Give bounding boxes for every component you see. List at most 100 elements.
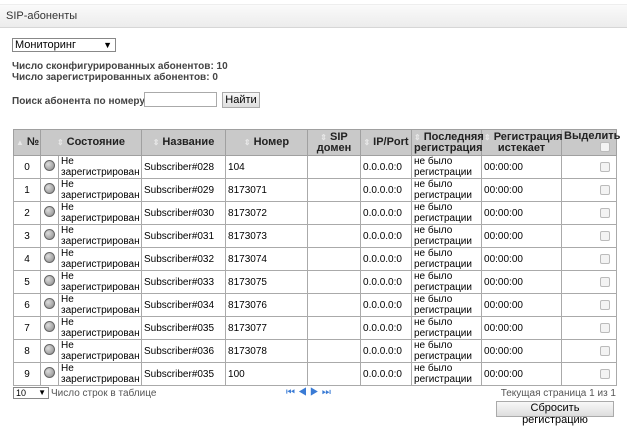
row-last-registration: не было регистрации bbox=[411, 339, 483, 363]
subscribers-table: ▲ № ⇕ Состояние ⇕ Название ⇕ Номер ⇕ SIP доме… bbox=[13, 129, 620, 386]
row-ip-port: 0.0.0.0:0 bbox=[360, 270, 413, 294]
row-name: Subscriber#029 bbox=[141, 178, 227, 202]
row-name: Subscriber#031 bbox=[141, 224, 227, 248]
table-row: 6 Не зарегистрирован Subscriber#034 8173… bbox=[13, 293, 618, 317]
registered-count: Число зарегистрированных абонентов: 0 bbox=[12, 72, 218, 83]
row-index: 9 bbox=[13, 362, 41, 386]
row-select-checkbox[interactable] bbox=[600, 254, 611, 264]
row-phone: 8173072 bbox=[225, 201, 309, 225]
row-last-registration: не было регистрации bbox=[411, 270, 483, 294]
row-select-checkbox[interactable] bbox=[600, 300, 611, 310]
page-title: SIP-абоненты bbox=[6, 10, 78, 22]
row-sip-domain bbox=[307, 293, 362, 317]
row-phone: 8173077 bbox=[225, 316, 309, 340]
next-page-icon[interactable]: ▶ bbox=[309, 387, 322, 398]
row-ip-port: 0.0.0.0:0 bbox=[360, 224, 413, 248]
row-select-checkbox[interactable] bbox=[600, 346, 611, 356]
table-footer: 10 ▼ Число строк в таблице ⏮◀▶⏭ Текущая с… bbox=[13, 387, 616, 401]
row-last-registration: не было регистрации bbox=[411, 155, 483, 179]
last-page-icon[interactable]: ⏭ bbox=[321, 387, 334, 398]
row-phone: 8173071 bbox=[225, 178, 309, 202]
table-row: 7 Не зарегистрирован Subscriber#035 8173… bbox=[13, 316, 618, 340]
prev-page-icon[interactable]: ◀ bbox=[298, 387, 310, 398]
col-number[interactable]: ▲ № bbox=[13, 129, 41, 156]
row-state: Не зарегистрирован bbox=[57, 247, 143, 271]
row-expires: 00:00:00 bbox=[481, 339, 563, 363]
status-indicator-icon bbox=[44, 160, 55, 171]
row-name: Subscriber#028 bbox=[141, 155, 227, 179]
row-select-checkbox[interactable] bbox=[600, 277, 611, 287]
row-expires: 00:00:00 bbox=[481, 362, 563, 386]
col-ip-port[interactable]: ⇕ IP/Port bbox=[360, 129, 413, 156]
row-name: Subscriber#036 bbox=[141, 339, 227, 363]
row-index: 1 bbox=[13, 178, 41, 202]
row-sip-domain bbox=[307, 270, 362, 294]
first-page-icon[interactable]: ⏮ bbox=[286, 387, 298, 398]
row-select-checkbox[interactable] bbox=[600, 231, 611, 241]
search-input[interactable] bbox=[144, 92, 217, 107]
col-sip-domain[interactable]: ⇕ SIP домен bbox=[307, 129, 362, 156]
status-indicator-icon bbox=[44, 344, 55, 355]
col-last-registration[interactable]: ⇕ Последняя регистрация bbox=[411, 129, 484, 156]
row-phone: 100 bbox=[225, 362, 309, 386]
find-button[interactable]: Найти bbox=[222, 92, 260, 108]
col-select[interactable]: Выделить bbox=[561, 129, 620, 156]
row-phone: 8173078 bbox=[225, 339, 309, 363]
row-state: Не зарегистрирован bbox=[57, 316, 143, 340]
search-label: Поиск абонента по номеру bbox=[12, 96, 145, 107]
status-indicator-icon bbox=[44, 275, 55, 286]
mode-select-value: Мониторинг bbox=[15, 39, 77, 51]
row-name: Subscriber#035 bbox=[141, 316, 227, 340]
page-info: Текущая страница 1 из 1 bbox=[500, 388, 616, 399]
row-ip-port: 0.0.0.0:0 bbox=[360, 201, 413, 225]
row-expires: 00:00:00 bbox=[481, 178, 563, 202]
row-state: Не зарегистрирован bbox=[57, 293, 143, 317]
row-select-checkbox[interactable] bbox=[600, 323, 611, 333]
row-name: Subscriber#034 bbox=[141, 293, 227, 317]
col-registration-expires[interactable]: ⇕ Регистрация истекает bbox=[481, 129, 563, 156]
row-expires: 00:00:00 bbox=[481, 201, 563, 225]
row-sip-domain bbox=[307, 316, 362, 340]
row-last-registration: не было регистрации bbox=[411, 201, 483, 225]
row-ip-port: 0.0.0.0:0 bbox=[360, 155, 413, 179]
rows-per-page-select[interactable]: 10 ▼ bbox=[13, 387, 49, 399]
row-expires: 00:00:00 bbox=[481, 224, 563, 248]
select-all-checkbox[interactable] bbox=[600, 142, 611, 152]
row-last-registration: не было регистрации bbox=[411, 362, 483, 386]
status-indicator-icon bbox=[44, 252, 55, 263]
row-select-checkbox[interactable] bbox=[600, 162, 611, 172]
table-row: 0 Не зарегистрирован Subscriber#028 104 … bbox=[13, 155, 618, 179]
configured-count: Число сконфигурированных абонентов: 10 bbox=[12, 61, 228, 72]
row-state: Не зарегистрирован bbox=[57, 178, 143, 202]
row-select-checkbox[interactable] bbox=[600, 369, 611, 379]
row-sip-domain bbox=[307, 362, 362, 386]
row-select-checkbox[interactable] bbox=[600, 208, 611, 218]
row-phone: 8173073 bbox=[225, 224, 309, 248]
row-name: Subscriber#033 bbox=[141, 270, 227, 294]
mode-select[interactable]: Мониторинг ▼ bbox=[12, 38, 116, 52]
reset-registration-button[interactable]: Сбросить регистрацию bbox=[496, 401, 614, 426]
col-name[interactable]: ⇕ Название bbox=[141, 129, 227, 156]
row-last-registration: не было регистрации bbox=[411, 293, 483, 317]
row-ip-port: 0.0.0.0:0 bbox=[360, 247, 413, 271]
row-last-registration: не было регистрации bbox=[411, 178, 483, 202]
col-phone[interactable]: ⇕ Номер bbox=[225, 129, 309, 156]
row-sip-domain bbox=[307, 339, 362, 363]
row-name: Subscriber#032 bbox=[141, 247, 227, 271]
row-expires: 00:00:00 bbox=[481, 247, 563, 271]
col-state[interactable]: ⇕ Состояние bbox=[39, 129, 143, 156]
row-ip-port: 0.0.0.0:0 bbox=[360, 362, 413, 386]
row-select-checkbox[interactable] bbox=[600, 185, 611, 195]
row-expires: 00:00:00 bbox=[481, 316, 563, 340]
table-row: 5 Не зарегистрирован Subscriber#033 8173… bbox=[13, 270, 618, 294]
status-indicator-icon bbox=[44, 229, 55, 240]
row-phone: 104 bbox=[225, 155, 309, 179]
row-index: 2 bbox=[13, 201, 41, 225]
table-row: 9 Не зарегистрирован Subscriber#035 100 … bbox=[13, 362, 618, 386]
row-state: Не зарегистрирован bbox=[57, 201, 143, 225]
row-sip-domain bbox=[307, 201, 362, 225]
status-indicator-icon bbox=[44, 183, 55, 194]
dropdown-arrow-icon: ▼ bbox=[103, 40, 112, 50]
status-indicator-icon bbox=[44, 367, 55, 378]
row-index: 4 bbox=[13, 247, 41, 271]
